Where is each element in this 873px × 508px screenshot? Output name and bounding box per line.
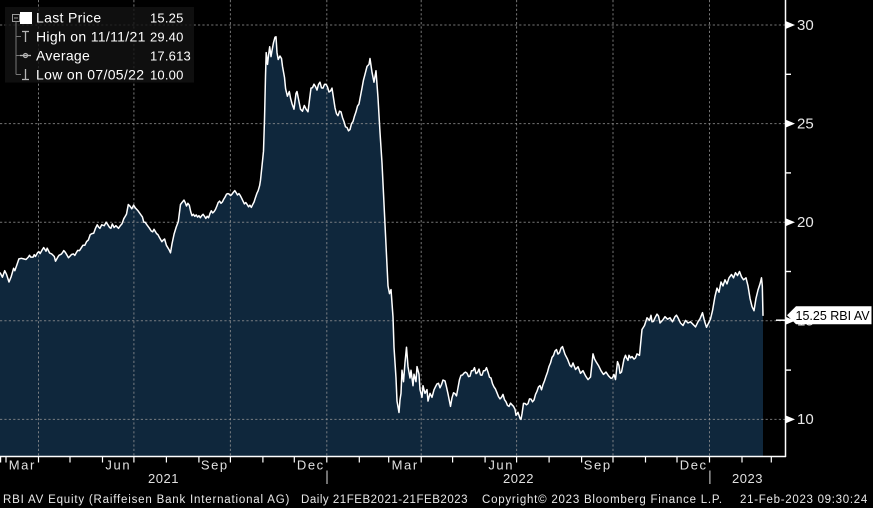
svg-text:Mar: Mar [392, 458, 419, 473]
svg-text:RBI AV Equity (Raiffeisen Bank: RBI AV Equity (Raiffeisen Bank Internati… [3, 494, 290, 506]
svg-text:2021: 2021 [148, 471, 179, 486]
svg-text:Average: Average [36, 48, 90, 64]
svg-text:Sep: Sep [584, 458, 612, 473]
svg-text:High on 11/11/21: High on 11/11/21 [36, 29, 146, 45]
svg-text:15.25 RBI AV: 15.25 RBI AV [796, 309, 871, 323]
svg-text:Jun: Jun [488, 458, 514, 473]
svg-text:Last Price: Last Price [36, 10, 101, 26]
svg-text:Mar: Mar [9, 458, 36, 473]
svg-text:Daily 21FEB2021-21FEB2023: Daily 21FEB2021-21FEB2023 [301, 494, 468, 506]
svg-text:20: 20 [797, 214, 814, 231]
svg-text:17.613: 17.613 [150, 49, 191, 64]
svg-text:10: 10 [797, 411, 814, 428]
svg-text:Dec: Dec [297, 458, 325, 473]
svg-text:2022: 2022 [503, 471, 534, 486]
svg-text:21-Feb-2023 09:30:24: 21-Feb-2023 09:30:24 [740, 494, 868, 506]
svg-text:Dec: Dec [680, 458, 708, 473]
svg-text:30: 30 [797, 17, 814, 34]
svg-text:10.00: 10.00 [150, 68, 184, 83]
svg-text:Sep: Sep [201, 458, 229, 473]
svg-text:Copyright© 2023 Bloomberg Fina: Copyright© 2023 Bloomberg Finance L.P. [482, 494, 723, 506]
svg-text:29.40: 29.40 [150, 30, 184, 45]
svg-text:Low on 07/05/22: Low on 07/05/22 [36, 67, 144, 83]
svg-text:15.25: 15.25 [150, 11, 184, 26]
svg-text:25: 25 [797, 115, 814, 132]
svg-text:2023: 2023 [732, 471, 763, 486]
svg-text:Jun: Jun [105, 458, 131, 473]
